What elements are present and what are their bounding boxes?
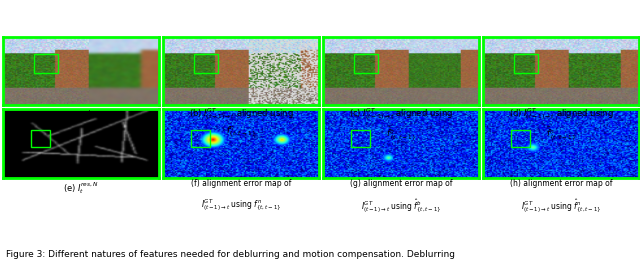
Text: (g) alignment error map of: (g) alignment error map of bbox=[349, 179, 452, 188]
Text: $f_{\{t,t-1\}}^n$: $f_{\{t,t-1\}}^n$ bbox=[226, 125, 256, 139]
Bar bbox=[35, 54, 58, 73]
Bar bbox=[351, 130, 370, 147]
Text: $\hat{f}_{\{t,t-1\}}^n$: $\hat{f}_{\{t,t-1\}}^n$ bbox=[546, 125, 576, 142]
Bar bbox=[511, 130, 530, 147]
Text: Figure 3: Different natures of features needed for deblurring and motion compens: Figure 3: Different natures of features … bbox=[6, 250, 456, 259]
Bar bbox=[31, 130, 50, 147]
Bar bbox=[355, 54, 378, 73]
Text: (f) alignment error map of: (f) alignment error map of bbox=[191, 179, 291, 188]
Text: (h) alignment error map of: (h) alignment error map of bbox=[510, 179, 612, 188]
Text: $I_{(t-1)\rightarrow t}^{GT}$ using $\hat{f}_{\{t,t-1\}}^n$: $I_{(t-1)\rightarrow t}^{GT}$ using $\ha… bbox=[521, 198, 602, 215]
Bar bbox=[515, 54, 538, 73]
Text: $I_{(t-1)\rightarrow t}^{GT}$ using $f_{\{t,t-1\}}^n$: $I_{(t-1)\rightarrow t}^{GT}$ using $f_{… bbox=[201, 198, 281, 213]
Text: (d) $I_{(t-1)\rightarrow t}^{GT}$ aligned using: (d) $I_{(t-1)\rightarrow t}^{GT}$ aligne… bbox=[509, 107, 613, 123]
Text: $\hat{f}_{\{t,t-1\}}^b$: $\hat{f}_{\{t,t-1\}}^b$ bbox=[386, 125, 416, 142]
Text: (a) $I_t^b$: (a) $I_t^b$ bbox=[68, 108, 93, 123]
Text: (b) $I_{(t-1)\rightarrow t}^{GT}$ aligned using: (b) $I_{(t-1)\rightarrow t}^{GT}$ aligne… bbox=[189, 107, 293, 123]
Text: (e) $I_t^{res,N}$: (e) $I_t^{res,N}$ bbox=[63, 181, 99, 196]
Bar bbox=[195, 54, 218, 73]
Text: $I_{(t-1)\rightarrow t}^{GT}$ using $\hat{f}_{\{t,t-1\}}^b$: $I_{(t-1)\rightarrow t}^{GT}$ using $\ha… bbox=[361, 198, 442, 215]
Text: (c) $I_{(t-1)\rightarrow t}^{GT}$ aligned using: (c) $I_{(t-1)\rightarrow t}^{GT}$ aligne… bbox=[349, 107, 453, 123]
Bar bbox=[191, 130, 210, 147]
